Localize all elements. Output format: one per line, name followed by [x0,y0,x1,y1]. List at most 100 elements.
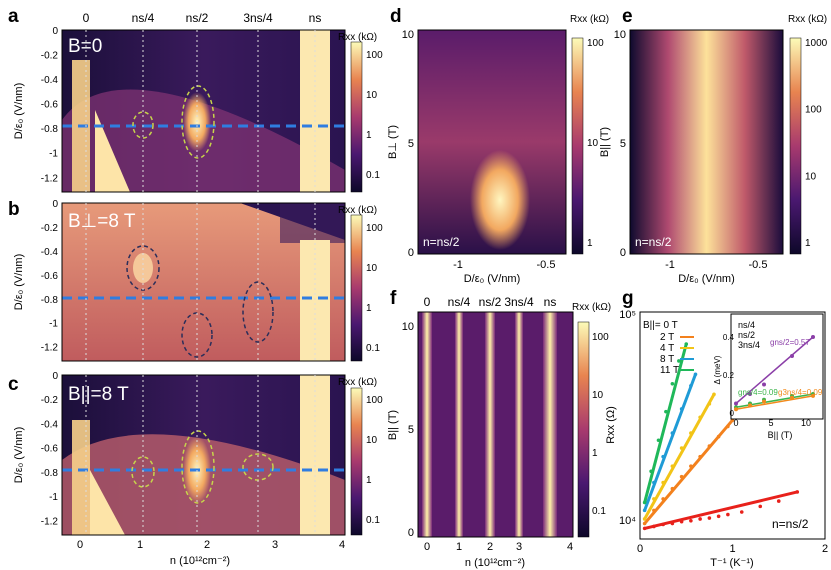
abc-top-label: ns/4 [132,11,155,25]
g-legend-entry: 2 T [660,332,674,343]
colorbar-b [350,214,363,362]
f-ylabel: B|| (T) [387,410,399,440]
f-x-tick: 1 [456,541,462,553]
colorbar-a [350,41,363,193]
g-xlabel: T⁻¹ (K⁻¹) [710,557,753,569]
abc-x-tick: 0 [77,539,83,551]
panel-a-frame [61,29,346,193]
abc-ylabel: D/ε₀ (V/nm) [13,427,25,484]
g-x-tick: 1 [729,543,735,555]
g-x-tick: 0 [637,543,643,555]
abc-colorbar-title: Rxx (kΩ) [338,377,377,388]
panel-a-triangle [95,110,130,192]
colorbar-f [577,321,590,538]
g-legend-entry: 11 T [660,365,679,376]
d-x-tick: -0.5 [537,259,556,271]
g-inset-fit [735,336,814,405]
g-point [698,517,702,521]
panel-e-inset: n=ns/2 [635,235,672,249]
abc-y-tick: -1 [49,149,58,160]
abc-colorbar-title: Rxx (kΩ) [338,205,377,216]
panel-d: d n=ns/2 [390,6,567,255]
abc-y-tick: 0 [52,371,58,382]
abc-y-tick: -0.4 [41,419,59,430]
g-point [758,504,763,509]
g-fit-line [643,373,697,511]
e-colorbar-tick: 1000 [805,38,828,49]
panel-b-inset: B⊥=8 T [68,211,136,232]
panel-b-frame [61,202,346,362]
abc-colorbar-tick: 0.1 [366,170,380,181]
panel-b: b B⊥=8 T [8,199,346,362]
abc-top-label: ns [309,11,322,25]
abc-y-tick: -0.2 [41,51,59,62]
g-point [677,359,681,363]
g-inset-legend: ns/4 [738,320,755,330]
abc-ylabel: D/ε₀ (V/nm) [13,83,25,140]
g-inset-annotation: g3ns/4=0.09 [778,388,823,397]
panel-c-inset: B||=8 T [68,384,129,405]
panel-f-frame [417,311,574,538]
d-colorbar-tick: 100 [587,38,604,49]
g-inset-y-tick: 0.2 [723,371,735,380]
panel-b-ellipse-3 [242,281,274,343]
g-inset-x-tick: 5 [768,418,773,428]
abc-y-tick: -0.8 [41,468,59,479]
panel-g-marks [642,342,800,531]
abc-y-tick: 0 [52,26,58,37]
panel-g-inset-text: n=ns/2 [772,517,809,531]
g-inset-annotation: gns/4=0.09 [738,388,778,397]
g-point [707,516,712,520]
e-xlabel: D/ε₀ (V/nm) [678,273,735,285]
e-y-tick: 10 [614,29,626,41]
panel-d-letter: d [390,6,402,27]
panel-e-frame [629,29,784,255]
panel-g: g n=ns/2 [622,288,826,540]
panel-e: e n=ns/2 [622,6,784,255]
panel-c-band-0 [72,420,90,535]
f-colorbar-title: Rxx (kΩ) [572,302,611,313]
e-x-tick: -1 [665,259,675,271]
g-fit-line [643,419,734,525]
panel-a-inset: B=0 [68,36,102,57]
abc-colorbar-tick: 100 [366,50,383,61]
e-colorbar-tick: 100 [805,105,822,116]
abc-colorbar-tick: 10 [366,435,378,446]
abc-xlabel: n (10¹²cm⁻²) [170,555,230,567]
g-legend-title: B||= 0 T [643,320,678,331]
f-top-label: 3ns/4 [504,295,534,309]
panel-f-stripe-ns4 [455,312,463,537]
abc-y-tick: -0.4 [41,75,59,86]
abc-y-tick: -1.2 [41,173,59,184]
d-colorbar-tick: 1 [587,238,593,249]
abc-y-tick: -1.2 [41,343,59,354]
e-x-tick: -0.5 [749,259,768,271]
f-colorbar-tick: 1 [592,448,598,459]
colorbar-e [789,37,802,255]
g-point [689,518,693,523]
panel-c: c B||=8 T [8,374,346,536]
f-colorbar-tick: 100 [592,332,609,343]
abc-x-tick: 3 [272,539,278,551]
g-x-tick: 2 [822,543,828,555]
abc-colorbar-title: Rxx (kΩ) [338,32,377,43]
panel-f-stripe-0 [422,312,432,537]
g-fit-line [644,490,798,530]
abc-colorbar-tick: 100 [366,395,383,406]
abc-ylabel: D/ε₀ (V/nm) [13,254,25,311]
panel-c-letter: c [8,374,19,395]
panel-e-letter: e [622,6,633,27]
f-top-label: ns/4 [448,295,471,309]
d-x-tick: -1 [453,259,463,271]
g-ylabel: Rxx (Ω) [605,406,617,444]
f-colorbar-tick: 10 [592,390,604,401]
g-inset-legend: 3ns/4 [738,340,760,350]
colorbar-c [350,387,363,536]
e-y-tick: 0 [620,247,626,259]
abc-colorbar-tick: 1 [366,130,372,141]
panel-d-inset: n=ns/2 [423,235,460,249]
e-ylabel: B|| (T) [599,127,611,157]
g-inset-legend: ns/2 [738,330,755,340]
g-inset-annotation: gns/2=0.57 [770,338,810,347]
